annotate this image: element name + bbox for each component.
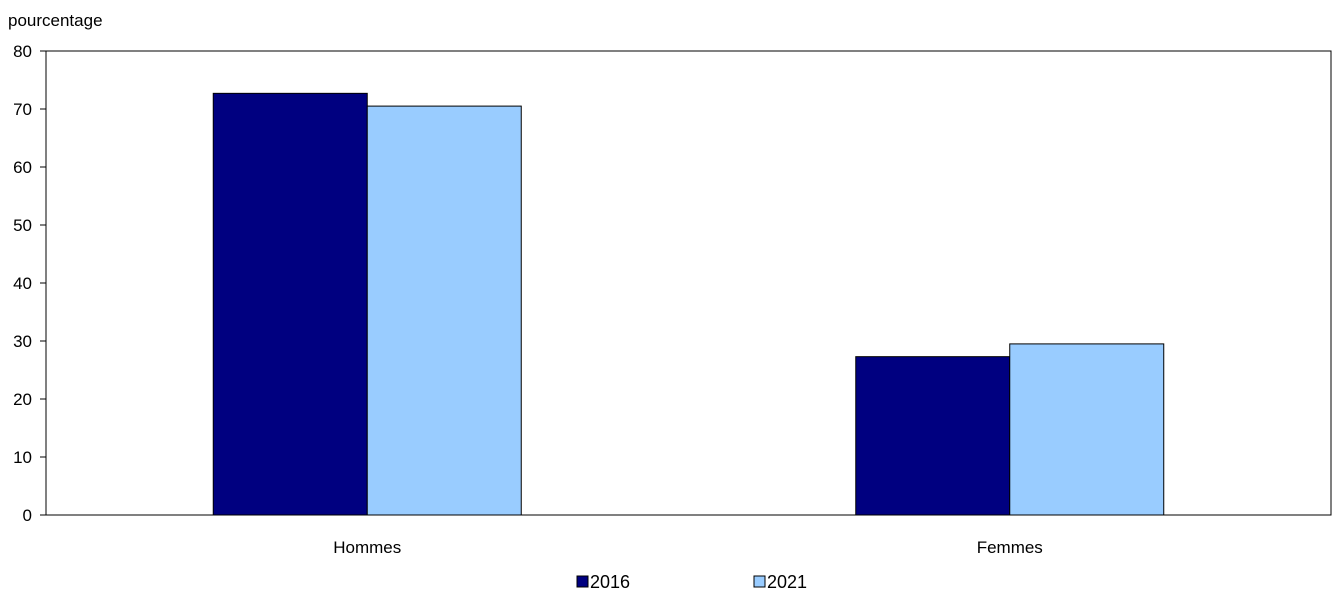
y-tick-label: 80: [13, 42, 32, 61]
legend-label-2016: 2016: [590, 572, 630, 592]
y-tick-label: 0: [23, 506, 32, 525]
category-label-femmes: Femmes: [977, 538, 1043, 557]
category-label-hommes: Hommes: [333, 538, 401, 557]
legend-swatch-2021: [753, 575, 766, 588]
y-tick-label: 70: [13, 100, 32, 119]
y-axis-ticks: 0 10 20 30 40 50 60 70 80: [13, 42, 46, 525]
x-axis-category-labels: Hommes Femmes: [333, 538, 1043, 557]
y-tick-label: 50: [13, 216, 32, 235]
y-tick-label: 20: [13, 390, 32, 409]
y-tick-label: 30: [13, 332, 32, 351]
bar-femmes-2021: [1009, 343, 1165, 516]
bar-femmes-2016: [855, 356, 1011, 516]
y-axis-unit-label: pourcentage: [8, 11, 103, 30]
legend-label-2021: 2021: [767, 572, 807, 592]
bars: [212, 92, 1165, 516]
legend: 2016 2021: [576, 572, 807, 592]
legend-swatch-2016: [576, 575, 589, 588]
y-tick-label: 10: [13, 448, 32, 467]
bar-hommes-2016: [212, 92, 368, 516]
y-tick-label: 40: [13, 274, 32, 293]
bar-hommes-2021: [366, 105, 522, 516]
y-tick-label: 60: [13, 158, 32, 177]
